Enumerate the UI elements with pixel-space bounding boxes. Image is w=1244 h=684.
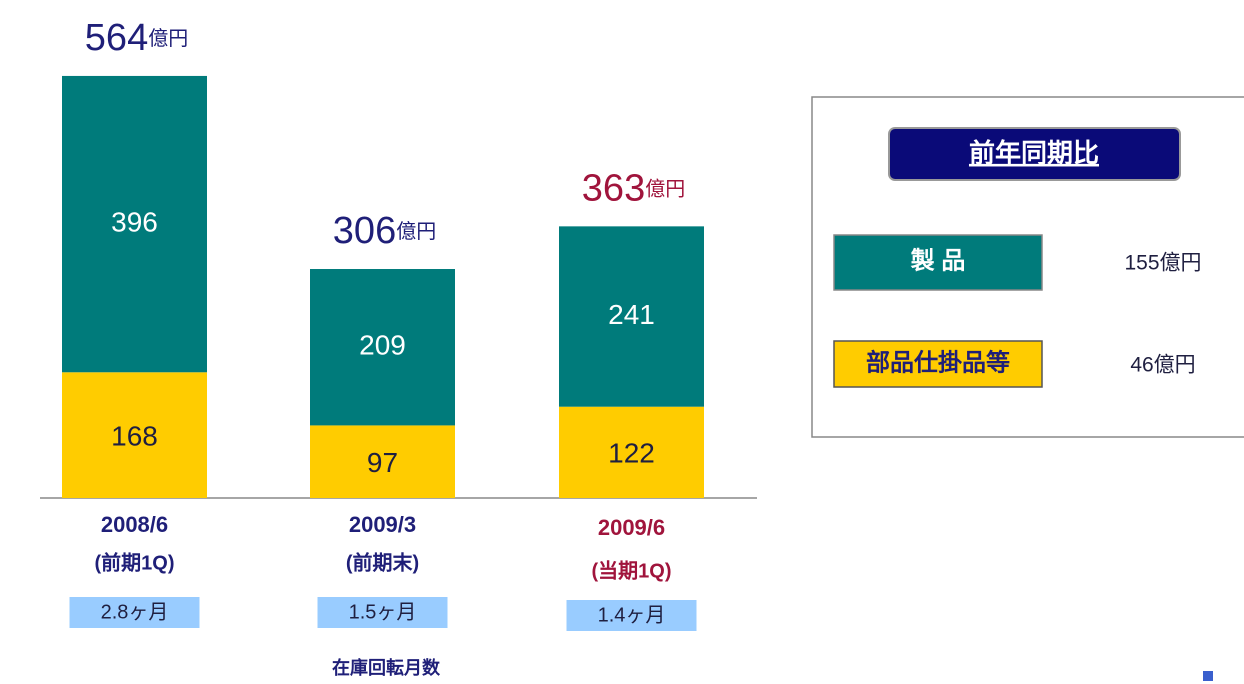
legend-label: 製 品: [911, 246, 966, 274]
segment-label: 97: [367, 447, 398, 478]
x-sublabel: (前期末): [346, 550, 419, 574]
turnover-box: [566, 600, 697, 631]
segment-label: 122: [608, 438, 655, 469]
total-label: 564億円: [85, 17, 188, 59]
total-value: 306: [333, 210, 396, 252]
x-tick-label: 2009/6: [598, 515, 665, 540]
segment-label: 241: [608, 299, 655, 330]
turnover-title: 在庫回転月数: [332, 657, 441, 678]
page-marker: [1203, 671, 1213, 681]
bar-segment: [310, 425, 455, 498]
total-unit: 億円: [148, 27, 188, 50]
turnover-box: [317, 597, 448, 628]
total-unit: 億円: [645, 178, 685, 201]
legend-swatch: [833, 340, 1043, 388]
bar-segment: [62, 372, 207, 498]
bar-segment: [62, 75, 207, 373]
comparison-value: 46億円: [1130, 354, 1195, 377]
x-tick-label: 2009/3: [349, 512, 416, 537]
comparison-title-box: [888, 127, 1181, 181]
comparison-title: 前年同期比: [969, 138, 1099, 168]
bar-segment: [310, 269, 455, 426]
legend-swatch: [833, 234, 1043, 291]
x-tick-label: 2008/6: [101, 512, 168, 537]
comparison-value: 155億円: [1124, 252, 1201, 275]
turnover-label: 1.4ヶ月: [598, 604, 666, 626]
total-unit: 億円: [396, 220, 436, 243]
bar-segment: [559, 406, 704, 498]
turnover-label: 2.8ヶ月: [101, 601, 169, 623]
comparison-box: [811, 96, 1244, 438]
legend-label: 部品仕掛品等: [866, 348, 1010, 376]
x-sublabel: (前期1Q): [95, 550, 175, 574]
segment-label: 396: [111, 207, 158, 238]
total-label: 363億円: [582, 167, 685, 209]
total-label: 306億円: [333, 210, 436, 252]
x-sublabel: (当期1Q): [592, 559, 672, 582]
segment-label: 209: [359, 330, 406, 361]
total-value: 564: [85, 17, 148, 59]
turnover-box: [69, 597, 200, 628]
segment-label: 168: [111, 421, 158, 452]
turnover-label: 1.5ヶ月: [349, 601, 417, 623]
bar-segment: [559, 226, 704, 407]
total-value: 363: [582, 167, 645, 209]
